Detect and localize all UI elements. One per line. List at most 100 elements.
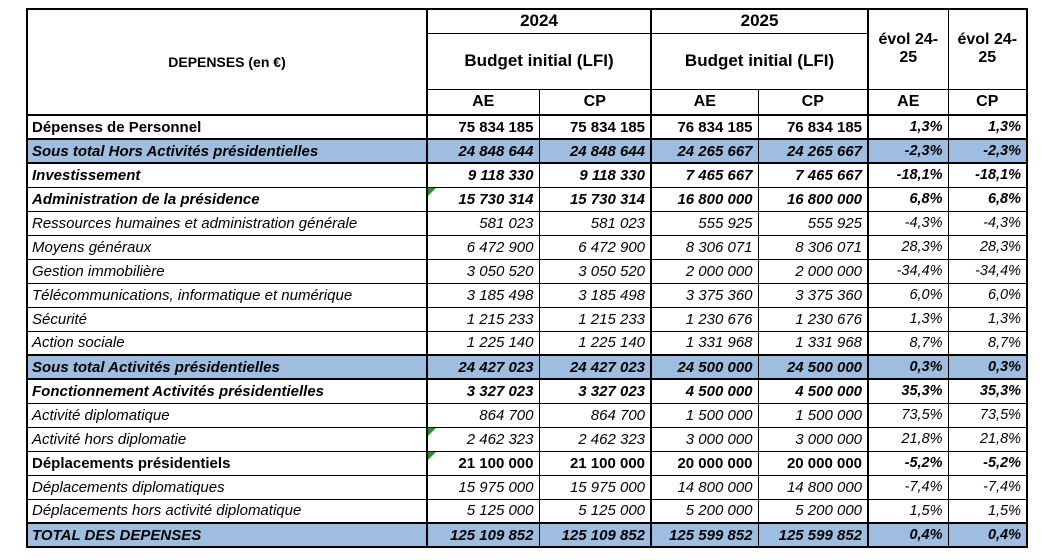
value-cell: 24 848 644: [538, 138, 652, 164]
value-cell: 16 800 000: [650, 186, 759, 212]
evol-cell: 1,5%: [867, 498, 949, 524]
value-cell: 1 230 676: [757, 306, 869, 332]
row-label: Gestion immobilière: [26, 258, 428, 284]
value-cell: 555 925: [650, 210, 759, 236]
row-label: Moyens généraux: [26, 234, 428, 260]
value-cell: 1 225 140: [426, 330, 540, 356]
value-cell: 4 500 000: [650, 378, 759, 404]
table-row: Déplacements diplomatiques 15 975 000 15 9…: [26, 474, 1028, 500]
value-cell: 125 599 852: [650, 522, 759, 548]
value-cell: 581 023: [426, 210, 540, 236]
cp-2024-header: CP: [538, 88, 652, 116]
value-cell: 1 500 000: [757, 402, 869, 428]
value-cell: 75 834 185: [538, 114, 652, 140]
value-cell: 9 118 330: [538, 162, 652, 188]
ae-2024-header: AE: [426, 88, 540, 116]
table-row: Moyens généraux 6 472 900 6 472 900 8 306 0…: [26, 234, 1028, 260]
value-cell: 2 000 000: [650, 258, 759, 284]
evol-cell: -4,3%: [947, 210, 1028, 236]
evol-cell: 21,8%: [867, 426, 949, 452]
value-cell: 3 327 023: [538, 378, 652, 404]
evol-24-25-cp-header: évol 24-25: [947, 8, 1028, 90]
table-row: Ressources humaines et administration gé…: [26, 210, 1028, 236]
evol-cell: 35,3%: [947, 378, 1028, 404]
evol-cell: 6,8%: [947, 186, 1028, 212]
evol-cell: 0,4%: [947, 522, 1028, 548]
value-cell: 24 500 000: [757, 354, 869, 380]
evol-cell: 0,3%: [867, 354, 949, 380]
evol-cell: -34,4%: [867, 258, 949, 284]
row-label: Sous total Hors Activités présidentielle…: [26, 138, 428, 164]
value-cell: 24 427 023: [426, 354, 540, 380]
value-cell: 125 109 852: [426, 522, 540, 548]
row-label: Investissement: [26, 162, 428, 188]
evol-cell: 73,5%: [947, 402, 1028, 428]
evol-cell: 6,8%: [867, 186, 949, 212]
value-cell: 2 000 000: [757, 258, 869, 284]
table-row: Fonctionnement Activités présidentielles…: [26, 378, 1028, 404]
value-cell: 1 500 000: [650, 402, 759, 428]
evol-cell: 28,3%: [947, 234, 1028, 260]
row-label: Déplacements présidentiels: [26, 450, 428, 476]
evol-cell: -5,2%: [947, 450, 1028, 476]
value-cell: 14 800 000: [650, 474, 759, 500]
table-row: TOTAL DES DEPENSES 125 109 852 125 109 852…: [26, 522, 1028, 548]
row-label: Administration de la présidence: [26, 186, 428, 212]
table-row: Activité diplomatique 864 700 864 700 1 500…: [26, 402, 1028, 428]
value-cell: 125 109 852: [538, 522, 652, 548]
table-row: Activité hors diplomatie 2 462 323 2 462 3…: [26, 426, 1028, 452]
value-cell: 20 000 000: [757, 450, 869, 476]
value-cell: 6 472 900: [538, 234, 652, 260]
value-cell: 16 800 000: [757, 186, 869, 212]
header-aecp-row: AE CP AE CP AE CP: [27, 88, 1028, 116]
value-cell: 1 215 233: [426, 306, 540, 332]
table-row: Télécommunications, informatique et numé…: [26, 282, 1028, 308]
value-cell: 21 100 000: [426, 450, 540, 476]
value-cell: 1 230 676: [650, 306, 759, 332]
value-cell: 76 834 185: [757, 114, 869, 140]
evol-cell: 28,3%: [867, 234, 949, 260]
value-cell: 20 000 000: [650, 450, 759, 476]
budget-initial-2025-header: Budget initial (LFI): [650, 32, 869, 90]
evol-cell: 8,7%: [867, 330, 949, 356]
value-cell: 15 730 314: [426, 186, 540, 212]
row-label: Déplacements diplomatiques: [26, 474, 428, 500]
ae-2025-header: AE: [650, 88, 759, 116]
row-label: Action sociale: [26, 330, 428, 356]
value-cell: 3 050 520: [538, 258, 652, 284]
value-cell: 3 000 000: [650, 426, 759, 452]
value-cell: 4 500 000: [757, 378, 869, 404]
cp-2025-header: CP: [757, 88, 869, 116]
evol-cell: -5,2%: [867, 450, 949, 476]
value-cell: 1 331 968: [650, 330, 759, 356]
value-cell: 1 225 140: [538, 330, 652, 356]
evol-cell: 1,3%: [867, 114, 949, 140]
evol-cell: 35,3%: [867, 378, 949, 404]
table-row: Dépenses de Personnel 75 834 185 75 834 18…: [26, 114, 1028, 140]
value-cell: 24 500 000: [650, 354, 759, 380]
row-label: Fonctionnement Activités présidentielles: [26, 378, 428, 404]
value-cell: 864 700: [426, 402, 540, 428]
value-cell: 3 050 520: [426, 258, 540, 284]
value-cell: 14 800 000: [757, 474, 869, 500]
value-cell: 7 465 667: [650, 162, 759, 188]
row-label: Sécurité: [26, 306, 428, 332]
evol-cp-subheader: CP: [947, 88, 1028, 116]
value-cell: 3 327 023: [426, 378, 540, 404]
table-row: Gestion immobilière 3 050 520 3 050 520 2 0…: [26, 258, 1028, 284]
row-label: Télécommunications, informatique et numé…: [26, 282, 428, 308]
evol-cell: 0,3%: [947, 354, 1028, 380]
evol-cell: 1,3%: [947, 114, 1028, 140]
value-cell: 24 427 023: [538, 354, 652, 380]
value-cell: 9 118 330: [426, 162, 540, 188]
value-cell: 6 472 900: [426, 234, 540, 260]
value-cell: 2 462 323: [538, 426, 652, 452]
row-label: Activité hors diplomatie: [26, 426, 428, 452]
value-cell: 76 834 185: [650, 114, 759, 140]
evol-cell: 1,3%: [867, 306, 949, 332]
table-row: Sous total Hors Activités présidentielle…: [26, 138, 1028, 164]
table-row: Administration de la présidence 15 730 31…: [26, 186, 1028, 212]
evol-cell: -4,3%: [867, 210, 949, 236]
value-cell: 24 848 644: [426, 138, 540, 164]
value-cell: 7 465 667: [757, 162, 869, 188]
